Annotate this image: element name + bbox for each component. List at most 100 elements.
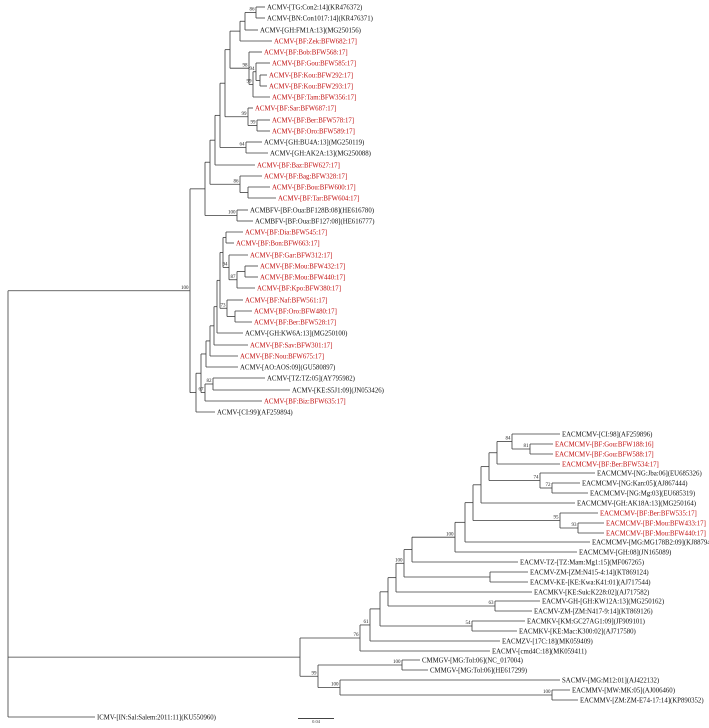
bootstrap-label: 54 <box>466 621 472 626</box>
taxon-label: ACMV-[BF:Zek:BFW682:17] <box>274 38 357 45</box>
taxon-label: ACMV-[AO:AOS:09](GU580897) <box>240 364 335 371</box>
taxon-label: EACMCMV-[BF:Mou:BFW433:17] <box>606 520 706 527</box>
taxon-label: ACMBFV-[BF:Oua:BF128B:08](HE616780) <box>250 207 374 214</box>
scale-bar-label: 0.04 <box>312 719 320 724</box>
bootstrap-label: 100 <box>395 558 403 563</box>
bootstrap-label: 100 <box>331 683 339 688</box>
bootstrap-label: 100 <box>228 211 236 216</box>
taxon-label: EACMZV-[17C:18](MK059409) <box>502 638 593 645</box>
taxon-label: EACMCMV-[BF:Ber:BFW535:17] <box>600 510 697 517</box>
taxon-label: ACMV-[BF:Naf:BFW561:17] <box>245 297 327 304</box>
taxon-label: ACMV-[BF:Kou:BFW293:17] <box>269 83 353 90</box>
taxon-label: ACMV-[BF:Mou:BFW440:17] <box>260 274 345 281</box>
taxon-label: ACMV-[GH:KW6A:13](MG250100) <box>245 330 347 337</box>
taxon-label: ACMV-[CI:99](AF259894) <box>217 409 293 416</box>
taxon-label: EACMV-TZ-[TZ:Mam:Mg1:15](MF067265) <box>520 559 644 566</box>
taxon-label: EACMCMV-[GH:08](JN165089) <box>579 549 671 556</box>
taxon-label: ACMV-[BF:Tar:BFW604:17] <box>278 195 359 202</box>
bootstrap-label: 100 <box>446 532 454 537</box>
taxon-label: EACMV-ZM-[ZM:N417-9:14](KT869126) <box>534 608 653 615</box>
taxon-label: EACMCMV-[BF:Mou:BFW440:17] <box>606 530 706 537</box>
taxon-label: ACMV-[BF:Gou:BFW585:17] <box>272 60 356 67</box>
taxon-label: ACMBFV-[BF:Oua:BF127:08](HE616777) <box>255 218 374 225</box>
taxon-label: ACMV-[BF:Mou:BFW432:17] <box>260 263 345 270</box>
bootstrap-label: 72 <box>546 483 552 488</box>
taxon-label: ACMV-[BF:Ber:BFW528:17] <box>254 319 336 326</box>
taxon-label: ACMV-[BF:Kpo:BFW380:17] <box>257 285 341 292</box>
taxon-label: EACMV-[cmd4C:18](MK059411) <box>492 648 587 655</box>
bootstrap-label: 94 <box>223 263 229 268</box>
bootstrap-label: 100 <box>181 286 189 291</box>
taxon-label: EACMKV-[KE:Mac:K300:02](AJ717580) <box>519 628 636 635</box>
bootstrap-label: 64 <box>240 143 246 148</box>
taxon-label: ACMV-[BN:Con1017:14](KR476371) <box>267 15 373 22</box>
bootstrap-label: 94 <box>250 67 256 72</box>
taxon-label: EACMMV-[ZM:ZM-E74-17:14](KP890352) <box>580 697 704 704</box>
taxon-label: ACMV-[BF:Biz:BFW635:17] <box>264 398 346 405</box>
taxon-label: ACMV-[KE:S5J1:09](JN053426) <box>292 387 384 394</box>
taxon-label: ACMV-[TZ:TZ:05](AY795982) <box>267 375 355 382</box>
taxon-label: ACMV-[GH:AK2A:13](MG250088) <box>270 150 371 157</box>
taxon-label: SACMV-[MG:M12:01](AJ422132) <box>562 677 659 684</box>
taxon-label: EACMCMV-[CI:98](AF259896) <box>562 431 652 438</box>
taxon-label: EACMCMV-[BF:Gou:BFW588:17] <box>555 451 654 458</box>
taxon-label: EACMCMV-[NG:Kan:05](AJ867444) <box>582 480 687 487</box>
taxon-label: EACMKV-[KM:GC27AG1:09](JF909101) <box>527 618 645 625</box>
bootstrap-label: 98 <box>243 63 249 68</box>
bootstrap-label: 81 <box>524 444 530 449</box>
taxon-label: ACMV-[BF:Ber:BFW578:17] <box>272 117 354 124</box>
bootstrap-label: 73 <box>221 303 227 308</box>
bootstrap-label: 100 <box>393 660 401 665</box>
bootstrap-label: 99 <box>242 112 248 117</box>
taxon-label: EACMMV-[MW:MK:05](AJ006460) <box>572 687 675 694</box>
taxon-label: EACMCMV-[NG:Mg:03](EU685319) <box>590 490 695 497</box>
taxon-label: EACMCMV-[NG:Jba:06](EU685326) <box>597 470 702 477</box>
taxon-label: ACMV-[BF:Bou:BFW600:17] <box>272 184 356 191</box>
bootstrap-label: 87 <box>231 275 237 280</box>
taxon-label: EACMV-GH-[GH:KW12A:13](MG250162) <box>542 598 664 605</box>
taxon-label: ACMV-[BF:Baz:BFW627:17] <box>257 162 340 169</box>
bootstrap-label: 61 <box>364 620 370 625</box>
taxon-label: ICMV-[IN:Sal:Salem:2011:11](KU550960) <box>97 714 216 721</box>
bootstrap-label: 82 <box>207 379 213 384</box>
bootstrap-label: 100 <box>543 690 551 695</box>
bootstrap-label: 99 <box>312 671 318 676</box>
taxon-label: ACMV-[BF:Sar:BFW687:17] <box>255 105 336 112</box>
taxon-label: ACMV-[TG:Con2:14](KR476372) <box>267 4 362 11</box>
taxon-label: EACMCMV-[BF:Ber:BFW534:17] <box>562 461 659 468</box>
taxon-label: ACMV-[BF:Bag:BFW328:17] <box>264 173 347 180</box>
taxon-label: EACMCMV-[BF:Gou:BFW188:16] <box>555 441 654 448</box>
scale-bar: 0.04 <box>298 718 334 725</box>
taxon-label: ACMV-[BF:Oro:BFW480:17] <box>254 308 337 315</box>
bootstrap-label: 99 <box>251 121 257 126</box>
taxon-label: ACMV-[BF:Oro:BFW589:17] <box>272 128 355 135</box>
taxon-label: EACMCMV-[GH:AK18A:13](MG250164) <box>577 500 696 507</box>
bootstrap-label: 84 <box>506 437 512 442</box>
taxon-label: ACMV-[BF:Bob:BFW568:17] <box>264 49 348 56</box>
taxon-label: EACMV-ZM-[ZM:N415-4:14](KT869124) <box>530 569 649 576</box>
bootstrap-label: 63 <box>489 601 495 606</box>
bootstrap-label: 86 <box>250 8 256 13</box>
bootstrap-label: 93 <box>572 523 578 528</box>
taxon-label: CMMGV-[MG:Tol:06](HE617299) <box>430 667 527 674</box>
bootstrap-label: 74 <box>534 476 540 481</box>
taxon-label: ACMV-[BF:Kou:BFW292:17] <box>269 72 353 79</box>
bootstrap-label: 99 <box>247 80 253 85</box>
taxon-label: ACMV-[BF:Gar:BFW312:17] <box>250 252 332 259</box>
taxon-label: ACMV-[BF:Sav:BFW301:17] <box>250 342 332 349</box>
taxon-label: ACMV-[BF:Tam:BFW356:17] <box>272 94 356 101</box>
taxon-label: EACMCMV-[MG:MG178B2:09](KJ887944) <box>592 539 709 546</box>
bootstrap-label: 76 <box>354 633 360 638</box>
taxon-label: ACMV-[GH:FM1A:13](MG250156) <box>260 27 361 34</box>
taxon-label: EACMV-KE-[KE:Kwa:K41:01](AJ717544) <box>530 579 651 586</box>
taxon-label: CMMGV-[MG:Tol:06](NC_017004) <box>422 657 523 664</box>
taxon-label: ACMV-[BF:Dia:BFW545:17] <box>245 229 327 236</box>
bootstrap-label: 67 <box>199 388 205 393</box>
taxon-label: EACMKV-[KE:Suk:K228:02](AJ717582) <box>534 589 649 596</box>
bootstrap-label: 86 <box>234 179 240 184</box>
bootstrap-label: 95 <box>554 516 560 521</box>
taxon-label: ACMV-[BF:Bon:BFW663:17] <box>236 240 320 247</box>
taxon-label: ACMV-[BF:Nou:BFW675:17] <box>240 353 324 360</box>
